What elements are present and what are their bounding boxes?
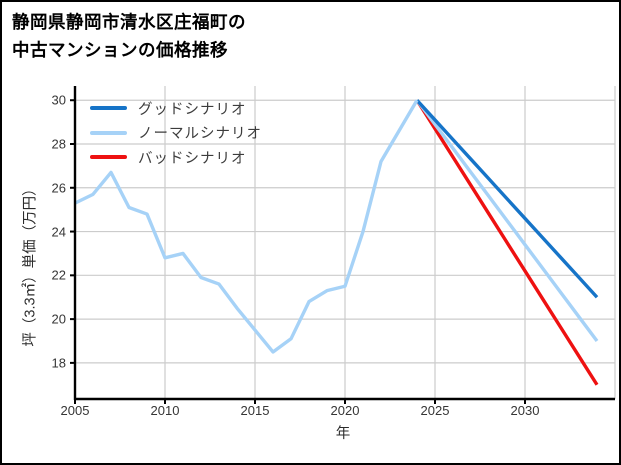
- chart-title: 静岡県静岡市清水区庄福町の 中古マンションの価格推移: [12, 8, 246, 64]
- x-tick-label: 2020: [330, 403, 360, 418]
- chart-title-line1: 静岡県静岡市清水区庄福町の: [12, 12, 246, 32]
- normal-scenario-label: ノーマルシナリオ: [138, 126, 262, 143]
- normal-scenario-line-swatch: [90, 130, 127, 135]
- x-tick-label: 2010: [150, 403, 180, 418]
- y-tick-label: 26: [51, 180, 66, 196]
- x-tick-label: 2025: [420, 403, 450, 418]
- chart-legend: グッドシナリオ ノーマルシナリオ バッドシナリオ: [90, 96, 262, 170]
- x-tick-label: 2005: [60, 403, 90, 418]
- series-bad-scenario: [415, 99, 599, 386]
- y-axis-label: 坪（3.3㎡）単価（万円）: [22, 181, 39, 347]
- y-tick-label: 30: [51, 92, 66, 108]
- series-price-history: [74, 99, 419, 354]
- y-tick-label: 20: [51, 311, 66, 327]
- y-tick-label: 22: [51, 267, 66, 283]
- x-tick-label: 2030: [510, 403, 540, 418]
- legend-item-bad-scenario: バッドシナリオ: [90, 145, 262, 170]
- bad-scenario-line-swatch: [90, 155, 127, 160]
- good-scenario-line-swatch: [90, 106, 127, 111]
- legend-item-normal-scenario: ノーマルシナリオ: [90, 121, 262, 146]
- chart-title-line2: 中古マンションの価格推移: [12, 40, 228, 60]
- y-tick-label: 18: [51, 355, 66, 371]
- y-tick-label: 24: [51, 224, 66, 240]
- bad-scenario-label: バッドシナリオ: [138, 150, 247, 167]
- series-normal-scenario: [415, 99, 599, 343]
- y-tick-label: 28: [51, 136, 66, 152]
- series-good-scenario: [415, 99, 599, 299]
- legend-item-good-scenario: グッドシナリオ: [90, 96, 262, 121]
- x-axis-label: 年: [335, 426, 351, 442]
- x-tick-label: 2015: [240, 403, 270, 418]
- good-scenario-label: グッドシナリオ: [138, 101, 247, 118]
